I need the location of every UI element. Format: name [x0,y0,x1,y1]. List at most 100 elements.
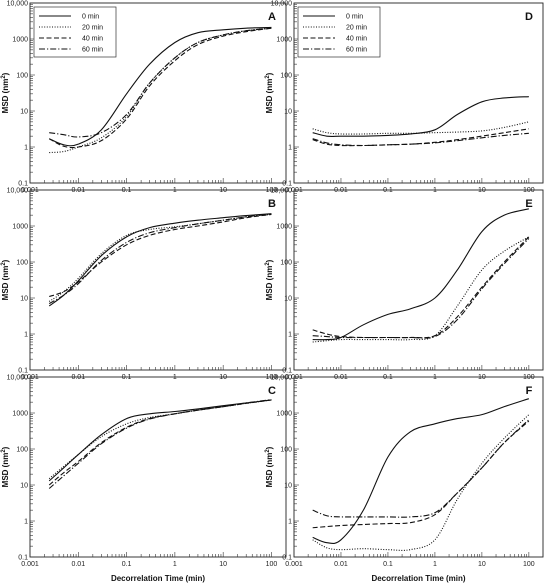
panel-letter: A [268,11,276,23]
y-axis-label-close: ) [1,259,10,262]
y-axis-label-text: MSD (nm [1,266,10,301]
x-tick-label: 10 [478,187,486,194]
series-line-20-min-F [312,414,530,551]
x-tick-label: 10 [219,374,227,381]
x-tick-label: 10 [219,187,227,194]
panel-letter: C [268,385,276,397]
legend-entry: 0 min [82,14,99,21]
x-tick-label: 10 [219,561,227,568]
x-tick-label: 0.01 [334,374,348,381]
y-axis-label: MSD (nm2) [265,72,274,113]
x-tick-label: 0.1 [122,374,132,381]
x-axis-label-right: Decorrelation Time (min) [371,574,465,583]
y-tick-label: 10,000 [7,1,29,8]
y-tick-label: 1 [288,519,292,526]
x-tick-label: 1 [433,374,437,381]
y-tick-label: 100 [16,73,28,80]
y-tick-label: 1 [288,145,292,152]
legend-entry: 60 min [346,47,367,54]
series-line-40-min-D [312,128,529,147]
chart-panel-D: 0.001 0.01 0.1 1 10 1000.1110100100010,000MSD… [265,1,544,194]
panel-frame [29,2,287,184]
y-tick-label: 0.1 [282,368,292,375]
y-axis-label-close: ) [265,259,274,262]
panel-frame [293,376,544,558]
x-tick-label: 1 [173,187,177,194]
x-tick-label: 0.01 [71,561,85,568]
y-tick-label: 100 [280,73,292,80]
legend-box [33,6,117,58]
y-axis-label: MSD (nm2) [1,259,10,300]
y-tick-label: 1000 [276,37,292,44]
panels-layer: 0.001 0.01 0.1 1 10 100 0.1 1 10 100 1000 10,000 MSD… [1,1,544,568]
panel-frame [29,189,287,371]
x-tick-label: 100 [266,374,278,381]
legend-entry: 40 min [82,36,103,43]
y-axis-label: MSD (nm2) [265,259,274,300]
y-axis-label-text: MSD (nm [265,79,274,114]
y-axis-label-text: MSD (nm [1,453,10,488]
y-axis-label: MSD (nm2) [1,72,10,113]
y-tick-label: 1 [288,332,292,339]
x-tick-label: 0.1 [122,561,132,568]
legend-box [297,6,381,58]
y-tick-label: 100 [16,260,28,267]
y-tick-label: 10 [20,483,28,490]
x-tick-label: 0.1 [383,561,393,568]
y-axis-label-text: MSD (nm [265,453,274,488]
y-axis-label-superscript: 2 [265,75,271,79]
y-tick-label: 1 [24,332,28,339]
series-line-60-min-C [48,399,272,489]
legend-entry: 0 min [346,14,363,21]
y-tick-label: 0.1 [282,181,292,188]
chart-panel-A: 0.001 0.01 0.1 1 10 1000.1110100100010,000MSD… [1,1,287,194]
panel-letter: B [268,198,276,210]
legend-entry: 40 min [346,36,367,43]
x-tick-label: 100 [266,187,278,194]
y-tick-label: 1000 [12,37,28,44]
y-tick-label: 10 [20,109,28,116]
y-tick-label: 10,000 [271,1,293,8]
y-axis-label-superscript: 2 [265,262,271,266]
panel-letter: F [526,385,533,397]
y-tick-label: 100 [280,260,292,267]
panel-frame [29,376,287,558]
panel-letter: E [525,198,532,210]
y-tick-label: 1000 [12,411,28,418]
y-tick-label: 1000 [276,224,292,231]
series-line-40-min-E [312,236,530,339]
y-tick-label: 1000 [12,224,28,231]
y-tick-label: 100 [16,447,28,454]
y-tick-label: 0.1 [18,368,28,375]
x-tick-label: 10 [478,561,486,568]
y-tick-label: 0.1 [18,555,28,562]
x-tick-label: 0.1 [122,187,132,194]
y-axis-label-superscript: 2 [1,262,7,266]
panel-frame [293,2,544,184]
y-tick-label: 10,000 [271,188,293,195]
y-tick-label: 1 [24,145,28,152]
series-line-60-min-F [312,419,530,518]
y-tick-label: 0.1 [282,555,292,562]
series-line-60-min-E [312,238,530,339]
y-axis-label-superscript: 2 [265,449,271,453]
series-line-20-min-D [312,121,529,135]
x-tick-label: 100 [266,561,278,568]
series-line-20-min-E [312,236,530,343]
y-axis-label: MSD (nm2) [1,446,10,487]
y-tick-label: 1 [24,519,28,526]
y-axis-label: MSD (nm2) [265,446,274,487]
chart-panel-B: 0.001 0.01 0.1 1 10 1000.1110100100010,000MSD… [1,188,287,381]
series-line-0-min-D [312,96,529,137]
x-tick-label: 0.01 [334,561,348,568]
series-line-60-min-D [312,132,529,147]
chart-panel-F: 0.001 0.01 0.1 1 10 100 0.1 1 10 100 1000 10,000 MSD… [265,375,544,568]
y-axis-label-close: ) [1,72,10,75]
y-tick-label: 10 [284,296,292,303]
y-axis-label-close: ) [1,446,10,449]
series-line-40-min-B [49,213,272,298]
chart-panel-E: 0.001 0.01 0.1 1 10 1000.1110100100010,000MSD… [265,188,544,381]
y-axis-label-close: ) [265,72,274,75]
y-tick-label: 10 [284,109,292,116]
